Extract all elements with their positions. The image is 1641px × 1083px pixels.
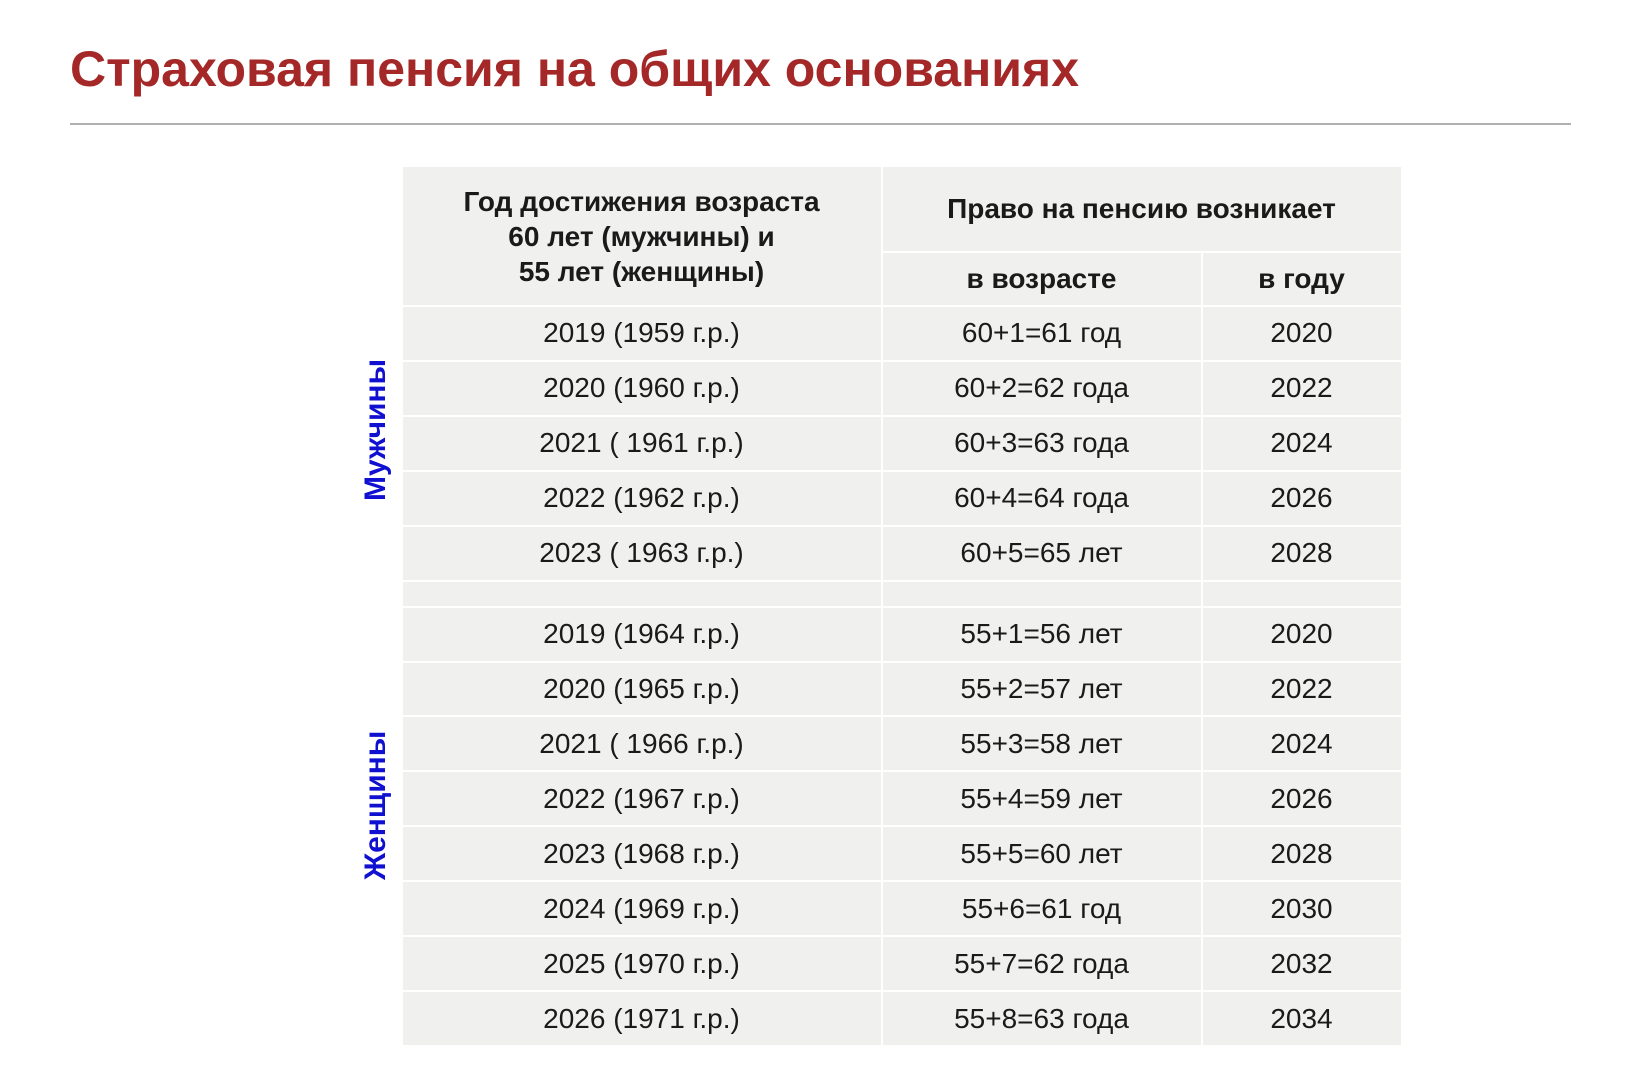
- cell: 2019 (1959 г.р.): [402, 306, 882, 361]
- cell: 2020 (1960 г.р.): [402, 361, 882, 416]
- side-label-women: Женщины: [359, 595, 393, 1015]
- cell: 2022 (1962 г.р.): [402, 471, 882, 526]
- page-title: Страховая пенсия на общих основаниях: [70, 40, 1571, 125]
- cell: 55+5=60 лет: [882, 826, 1202, 881]
- cell: 60+2=62 года: [882, 361, 1202, 416]
- th-line1: Год достижения возраста: [463, 186, 819, 217]
- cell: 2020: [1202, 607, 1402, 662]
- table-row: 2024 (1969 г.р.)55+6=61 год2030: [402, 881, 1402, 936]
- cell: 2028: [1202, 826, 1402, 881]
- cell: 2026: [1202, 771, 1402, 826]
- cell: 2024: [1202, 716, 1402, 771]
- cell: 2023 ( 1963 г.р.): [402, 526, 882, 581]
- table-row: 2019 (1964 г.р.)55+1=56 лет2020: [402, 607, 1402, 662]
- table-row: 2020 (1965 г.р.)55+2=57 лет2022: [402, 662, 1402, 717]
- table-row: 2019 (1959 г.р.)60+1=61 год2020: [402, 306, 1402, 361]
- table-row: 2021 ( 1961 г.р.)60+3=63 года2024: [402, 416, 1402, 471]
- cell: 2021 ( 1961 г.р.): [402, 416, 882, 471]
- cell: 2021 ( 1966 г.р.): [402, 716, 882, 771]
- cell: 55+4=59 лет: [882, 771, 1202, 826]
- cell: 60+3=63 года: [882, 416, 1202, 471]
- cell: 2034: [1202, 991, 1402, 1046]
- pension-table: Год достижения возраста 60 лет (мужчины)…: [401, 165, 1403, 1047]
- cell: 55+6=61 год: [882, 881, 1202, 936]
- cell: 2026 (1971 г.р.): [402, 991, 882, 1046]
- cell: 2020 (1965 г.р.): [402, 662, 882, 717]
- th-right-group: Право на пенсию возникает: [882, 166, 1402, 252]
- cell: 2030: [1202, 881, 1402, 936]
- table-row: 2025 (1970 г.р.)55+7=62 года2032: [402, 936, 1402, 991]
- side-labels: Мужчины Женщины: [359, 165, 393, 1015]
- table-row: 2023 (1968 г.р.)55+5=60 лет2028: [402, 826, 1402, 881]
- table-row: 2022 (1962 г.р.)60+4=64 года2026: [402, 471, 1402, 526]
- th-line3: 55 лет (женщины): [519, 256, 764, 287]
- cell: 2026: [1202, 471, 1402, 526]
- cell: 2025 (1970 г.р.): [402, 936, 882, 991]
- cell: 2020: [1202, 306, 1402, 361]
- table-spacer: [402, 581, 1402, 607]
- table-row: 2022 (1967 г.р.)55+4=59 лет2026: [402, 771, 1402, 826]
- cell: 2028: [1202, 526, 1402, 581]
- cell: 55+3=58 лет: [882, 716, 1202, 771]
- cell: 2022: [1202, 662, 1402, 717]
- th-year-reach: Год достижения возраста 60 лет (мужчины)…: [402, 166, 882, 306]
- table-row: 2021 ( 1966 г.р.)55+3=58 лет2024: [402, 716, 1402, 771]
- cell: 2024 (1969 г.р.): [402, 881, 882, 936]
- content-wrapper: Мужчины Женщины Год достижения возраста …: [70, 165, 1571, 1015]
- cell: 60+1=61 год: [882, 306, 1202, 361]
- cell: 60+4=64 года: [882, 471, 1202, 526]
- cell: 60+5=65 лет: [882, 526, 1202, 581]
- cell: 2024: [1202, 416, 1402, 471]
- th-at-age: в возрасте: [882, 252, 1202, 306]
- cell: 2019 (1964 г.р.): [402, 607, 882, 662]
- table-row: 2020 (1960 г.р.)60+2=62 года2022: [402, 361, 1402, 416]
- cell: 55+2=57 лет: [882, 662, 1202, 717]
- side-label-men: Мужчины: [359, 305, 393, 555]
- cell: 55+8=63 года: [882, 991, 1202, 1046]
- cell: 55+1=56 лет: [882, 607, 1202, 662]
- table-row: 2023 ( 1963 г.р.)60+5=65 лет2028: [402, 526, 1402, 581]
- cell: 2022 (1967 г.р.): [402, 771, 882, 826]
- cell: 55+7=62 года: [882, 936, 1202, 991]
- cell: 2032: [1202, 936, 1402, 991]
- th-line2: 60 лет (мужчины) и: [508, 221, 774, 252]
- cell: 2022: [1202, 361, 1402, 416]
- table-row: 2026 (1971 г.р.)55+8=63 года2034: [402, 991, 1402, 1046]
- th-in-year: в году: [1202, 252, 1402, 306]
- cell: 2023 (1968 г.р.): [402, 826, 882, 881]
